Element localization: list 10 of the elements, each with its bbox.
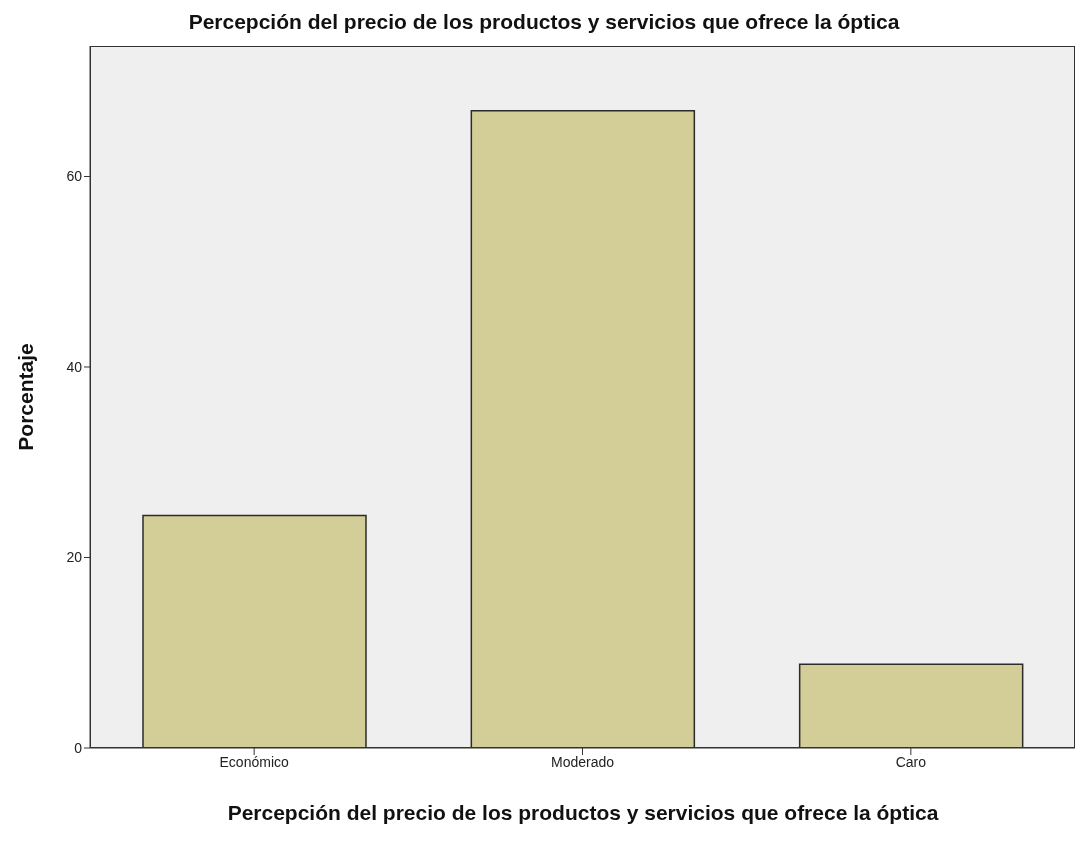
y-tick-label: 0 <box>74 739 83 756</box>
y-axis-title: Porcentaje <box>14 343 38 451</box>
y-tick-label: 40 <box>66 358 83 375</box>
x-axis-title: Percepción del precio de los productos y servicios que ofrece la óptica <box>226 801 940 825</box>
x-tick-label: Caro <box>895 753 927 770</box>
chart-title: Percepción del precio de los productos y servicios que ofrece la óptica <box>187 10 901 34</box>
y-tick-label: 20 <box>66 549 83 566</box>
x-tick-label: Económico <box>219 753 289 770</box>
x-tick-label: Moderado <box>550 753 615 770</box>
y-tick-label: 60 <box>66 168 83 185</box>
